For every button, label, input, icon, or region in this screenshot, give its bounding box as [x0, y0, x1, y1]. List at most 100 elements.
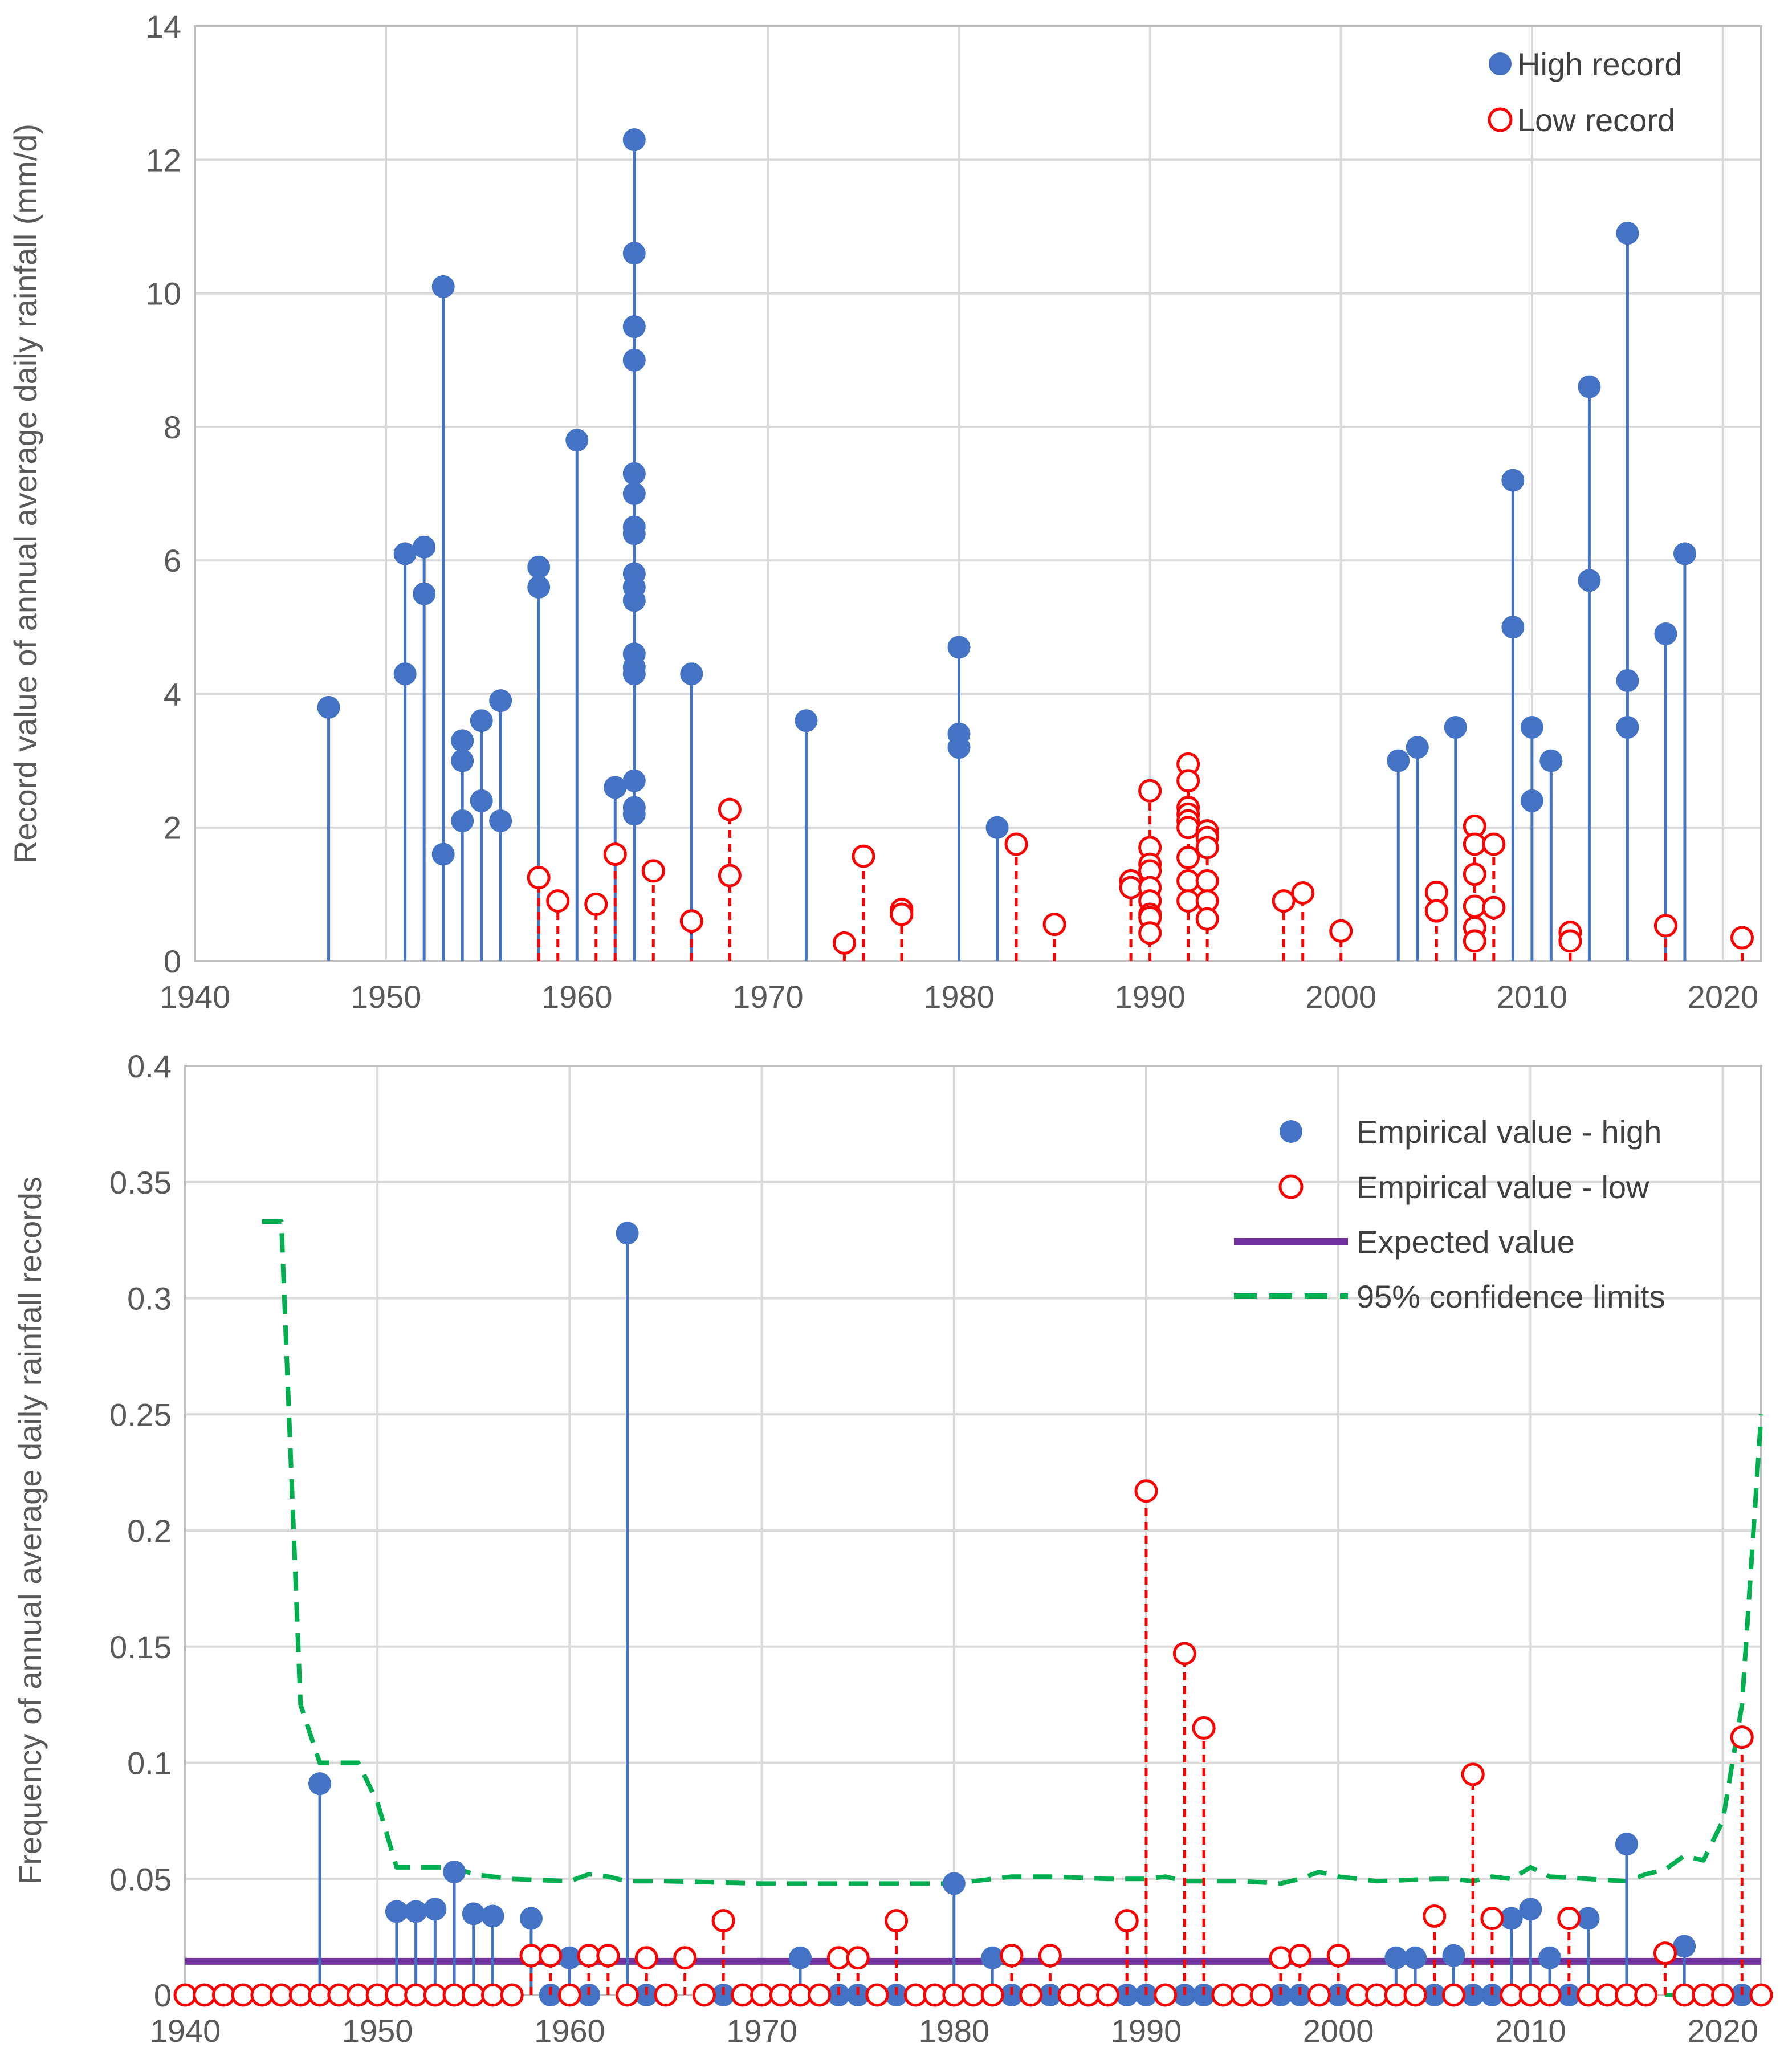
empirical-high-point	[1538, 1946, 1562, 1969]
empirical-low-zero-point	[1615, 1983, 1639, 2007]
low-record-point	[1558, 929, 1582, 953]
low-record-point	[1653, 914, 1677, 938]
high-record-point	[1616, 222, 1639, 245]
empirical-low-zero-point	[692, 1983, 716, 2007]
high-record-point	[1578, 569, 1601, 592]
empirical-low-point	[1461, 1762, 1485, 1786]
high-record-point	[1578, 375, 1601, 398]
empirical-low-point	[1480, 1907, 1504, 1931]
high-record-point	[527, 576, 551, 599]
low-record-point	[1482, 832, 1506, 856]
bottom-marks	[173, 1219, 1773, 2007]
high-record-point	[489, 809, 512, 832]
empirical-low-point	[1192, 1716, 1216, 1740]
low-record-point	[1176, 816, 1200, 840]
high-record-point	[1501, 616, 1525, 639]
high-record-point	[317, 695, 340, 719]
top-chart-panel: 1940 1950 1960 1970 1980 1990 2000 2010 2020 0 2 4 6…	[7, 9, 1762, 1015]
empirical-low-point	[1134, 1479, 1158, 1503]
empirical-low-zero-point	[1307, 1983, 1331, 2007]
low-record-point	[1119, 876, 1143, 899]
empirical-high-point	[558, 1946, 581, 1969]
y-tick-label: 0.1	[127, 1745, 172, 1781]
empirical-low-point	[1326, 1944, 1350, 1968]
empirical-low-zero-point	[442, 1983, 466, 2007]
low-record-point	[1463, 929, 1486, 953]
high-record-point	[947, 636, 971, 659]
high-record-point	[470, 709, 493, 732]
high-record-point	[622, 522, 646, 546]
empirical-low-zero-point	[769, 1983, 793, 2007]
empirical-low-zero-point	[1057, 1983, 1081, 2007]
empirical-low-zero-point	[654, 1983, 678, 2007]
empirical-low-zero-point	[808, 1983, 832, 2007]
low-record-point	[1176, 845, 1200, 869]
y-tick-label: 2	[164, 810, 181, 846]
low-record-point	[1138, 779, 1162, 803]
empirical-low-zero-point	[865, 1983, 889, 2007]
low-record-point	[1004, 832, 1028, 856]
empirical-low-point	[1557, 1907, 1581, 1931]
empirical-low-point	[1038, 1944, 1062, 1968]
empirical-low-zero-point	[1538, 1983, 1562, 2007]
high-record-point	[1387, 749, 1410, 772]
bottom-y-axis-title: Frequency of annual average daily rainfa…	[12, 1177, 48, 1884]
empirical-low-zero-point	[923, 1983, 947, 2007]
legend-label-empirical-low: Empirical value - low	[1357, 1169, 1649, 1205]
y-tick-label: 0.3	[127, 1281, 172, 1317]
high-record-point	[393, 662, 417, 686]
y-tick-label: 0.4	[127, 1048, 172, 1084]
empirical-high-point	[789, 1946, 812, 1969]
empirical-low-zero-point	[211, 1983, 235, 2007]
high-record-point	[1444, 716, 1467, 739]
high-record-point	[622, 462, 646, 485]
confidence-limit-upper-line	[262, 1219, 1763, 1886]
empirical-low-point	[826, 1946, 850, 1970]
empirical-low-zero-point	[980, 1983, 1004, 2007]
low-record-series	[527, 752, 1754, 961]
empirical-high-point	[1519, 1898, 1542, 1921]
empirical-low-zero-point	[1154, 1983, 1178, 2007]
y-tick-label: 4	[164, 676, 181, 712]
top-y-axis-title: Record value of annual average daily rai…	[7, 124, 43, 864]
low-record-point	[1195, 836, 1219, 860]
high-record-point	[451, 809, 474, 832]
high-record-point	[527, 555, 551, 579]
empirical-low-point	[846, 1946, 870, 1970]
low-record-point	[1463, 832, 1486, 856]
empirical-high-point	[1673, 1935, 1696, 1958]
empirical-low-zero-point	[1403, 1983, 1427, 2007]
empirical-low-zero-point	[270, 1983, 294, 2007]
high-record-point	[1406, 736, 1429, 759]
legend-label-confidence: 95% confidence limits	[1357, 1279, 1665, 1314]
empirical-low-zero-point	[365, 1983, 389, 2007]
empirical-low-zero-point	[1577, 1983, 1600, 2007]
empirical-low-zero-point	[1211, 1983, 1235, 2007]
low-record-point	[1482, 895, 1506, 919]
legend-label-high-record: High record	[1517, 46, 1682, 82]
empirical-low-zero-point	[462, 1983, 486, 2007]
high-record-point	[622, 662, 646, 686]
y-tick-label: 10	[146, 276, 181, 312]
empirical-low-zero-point	[942, 1983, 966, 2007]
empirical-low-zero-point	[1346, 1983, 1370, 2007]
x-tick-label: 2020	[1688, 979, 1759, 1015]
low-record-point	[1195, 907, 1219, 931]
empirical-low-zero-point	[1231, 1983, 1254, 2007]
legend-marker-high-record	[1489, 52, 1512, 75]
x-tick-label: 1980	[918, 2013, 989, 2049]
high-record-point	[1501, 469, 1525, 492]
empirical-high-point	[519, 1907, 543, 1930]
empirical-high-point	[1404, 1946, 1427, 1969]
low-record-point	[1329, 919, 1353, 943]
bottom-legend: Empirical value - high Empirical value -…	[1234, 1114, 1665, 1314]
high-record-point	[622, 803, 646, 826]
empirical-low-zero-point	[1595, 1983, 1619, 2007]
empirical-low-zero-point	[1634, 1983, 1658, 2007]
y-tick-label: 0.35	[109, 1165, 172, 1200]
empirical-high-point	[1577, 1907, 1600, 1930]
empirical-low-point	[577, 1944, 601, 1968]
high-record-point	[622, 482, 646, 505]
low-record-point	[603, 842, 627, 866]
